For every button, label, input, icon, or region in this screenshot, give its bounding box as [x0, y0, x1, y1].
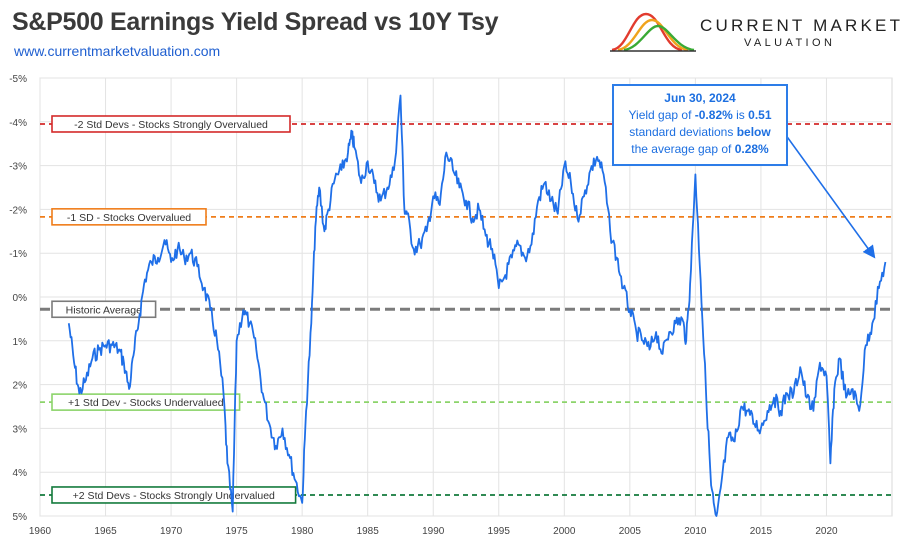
reference-label-box: [51, 208, 207, 226]
x-tick-label: 1995: [488, 526, 511, 537]
y-tick-label: -3%: [9, 162, 27, 173]
callout-date: Jun 30, 2024: [664, 91, 736, 105]
reference-label-box: [51, 300, 157, 319]
reference-label: -1 SD - Stocks Overvalued: [67, 212, 191, 224]
x-tick-label: 1975: [225, 526, 248, 537]
y-tick-label: -5%: [9, 74, 27, 85]
x-tick-label: 1970: [160, 526, 183, 537]
callout-line-2: standard deviations below: [629, 125, 771, 139]
site-url[interactable]: www.currentmarketvaluation.com: [14, 43, 221, 59]
y-tick-label: 3%: [13, 424, 28, 435]
y-tick-label: 2%: [13, 381, 28, 392]
series-layer: [67, 94, 887, 517]
bell-curve-logo-icon: [610, 12, 696, 52]
x-tick-label: 1965: [94, 526, 117, 537]
x-tick-label: 2015: [750, 526, 773, 537]
x-tick-label: 1960: [29, 526, 52, 537]
reference-lines: -2 Std Devs - Stocks Strongly Overvalued…: [40, 115, 892, 504]
axis-labels: -5% -4% -3% -2% -1% 0% 1% 2% 3% 4% 5%1960 1965 1970 1…: [9, 74, 838, 537]
y-tick-label: -1%: [9, 249, 27, 260]
x-tick-label: 2000: [553, 526, 576, 537]
x-tick-label: 2010: [684, 526, 707, 537]
logo-text-secondary: VALUATION: [744, 37, 836, 49]
y-tick-label: 0%: [13, 293, 28, 304]
callout-line-3: the average gap of 0.28%: [631, 142, 769, 156]
x-tick-label: 1990: [422, 526, 445, 537]
chart-title: S&P500 Earnings Yield Spread vs 10Y Tsy: [12, 8, 499, 36]
x-tick-label: 1980: [291, 526, 314, 537]
logo-text-primary: CURRENT MARKET: [700, 16, 904, 35]
y-tick-label: -2%: [9, 205, 27, 216]
x-tick-label: 2005: [619, 526, 642, 537]
y-tick-label: 4%: [13, 468, 28, 479]
callout-pointer-arrow: [771, 115, 876, 259]
x-tick-label: 1985: [357, 526, 380, 537]
y-tick-label: -4%: [9, 118, 27, 129]
y-tick-label: 1%: [13, 337, 28, 348]
y-tick-label: 5%: [13, 512, 28, 523]
reference-label: Historic Average: [66, 304, 142, 316]
brand-logo: CURRENT MARKET VALUATION: [608, 8, 904, 56]
reference-label-box: [51, 393, 241, 411]
reference-label: +1 Std Dev - Stocks Undervalued: [68, 397, 224, 409]
x-tick-label: 2020: [815, 526, 838, 537]
latest-value-callout: Jun 30, 2024 Yield gap of -0.82% is 0.51…: [612, 84, 788, 166]
callout-line-1: Yield gap of -0.82% is 0.51: [628, 108, 772, 122]
reference-label: -2 Std Devs - Stocks Strongly Overvalued: [74, 119, 268, 131]
reference-label-box: [51, 486, 297, 504]
reference-label: +2 Std Devs - Stocks Strongly Undervalue…: [73, 490, 275, 502]
reference-label-box: [51, 115, 291, 133]
series-line-yield-spread: [67, 94, 887, 517]
